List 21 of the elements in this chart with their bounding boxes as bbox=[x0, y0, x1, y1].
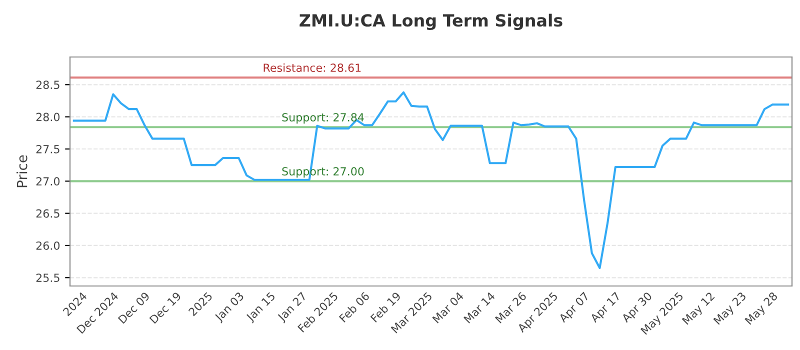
y-tick-label: 28.0 bbox=[36, 112, 60, 122]
x-tick-label: Apr 07 bbox=[558, 292, 591, 324]
ref-line-label: Resistance: 28.61 bbox=[264, 63, 361, 72]
x-tick-label: Apr 17 bbox=[590, 292, 622, 324]
chart-title: ZMI.U:CA Long Term Signals bbox=[300, 14, 562, 30]
y-tick-label: 26.5 bbox=[36, 209, 60, 218]
x-tick-label: Jan 03 bbox=[214, 292, 246, 324]
x-tick-label: Jan 15 bbox=[245, 292, 277, 324]
ref-line-label: Support: 27.84 bbox=[282, 113, 364, 124]
x-tick-label: Mar 04 bbox=[432, 291, 464, 324]
x-tick-label: Mar 14 bbox=[464, 292, 496, 324]
line-series bbox=[72, 91, 790, 270]
x-tick-label: Dec 09 bbox=[118, 292, 150, 324]
y-tick-label: 26.0 bbox=[36, 241, 60, 250]
x-tick-label: Dec 19 bbox=[149, 292, 182, 324]
y-tick-label: 27.5 bbox=[36, 144, 60, 154]
y-tick-label: 27.0 bbox=[36, 177, 60, 186]
x-tick-label: Feb 06 bbox=[338, 291, 370, 323]
y-tick-label: 28.5 bbox=[36, 80, 60, 90]
y-tick-label: 25.5 bbox=[36, 274, 60, 282]
y-axis-title: Price bbox=[16, 155, 28, 188]
